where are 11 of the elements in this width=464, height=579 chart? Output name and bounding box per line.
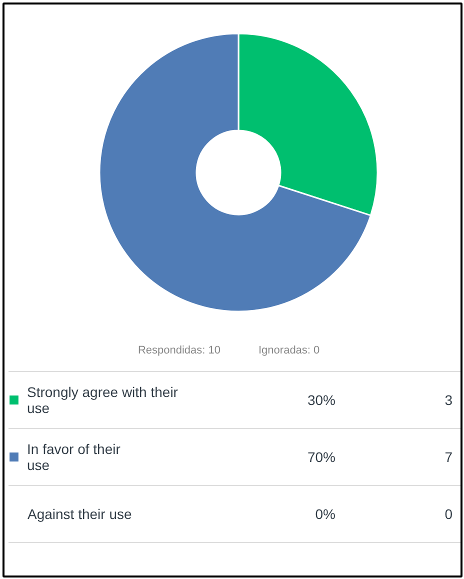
category-label: Against their use (28, 506, 132, 522)
text: Respondidas: 10 (138, 344, 221, 356)
text: 7 (444, 449, 453, 465)
text: 3 (444, 392, 453, 408)
text: Ignoradas: 0 (258, 344, 320, 356)
text: 0% (315, 506, 336, 522)
legend-label: Strongly agree with their use (27, 382, 178, 418)
text: 0 (444, 506, 453, 522)
data-label: 30% (307, 392, 336, 408)
data-label: 70% (307, 449, 336, 465)
legend-label: In favor of their use (27, 440, 120, 474)
